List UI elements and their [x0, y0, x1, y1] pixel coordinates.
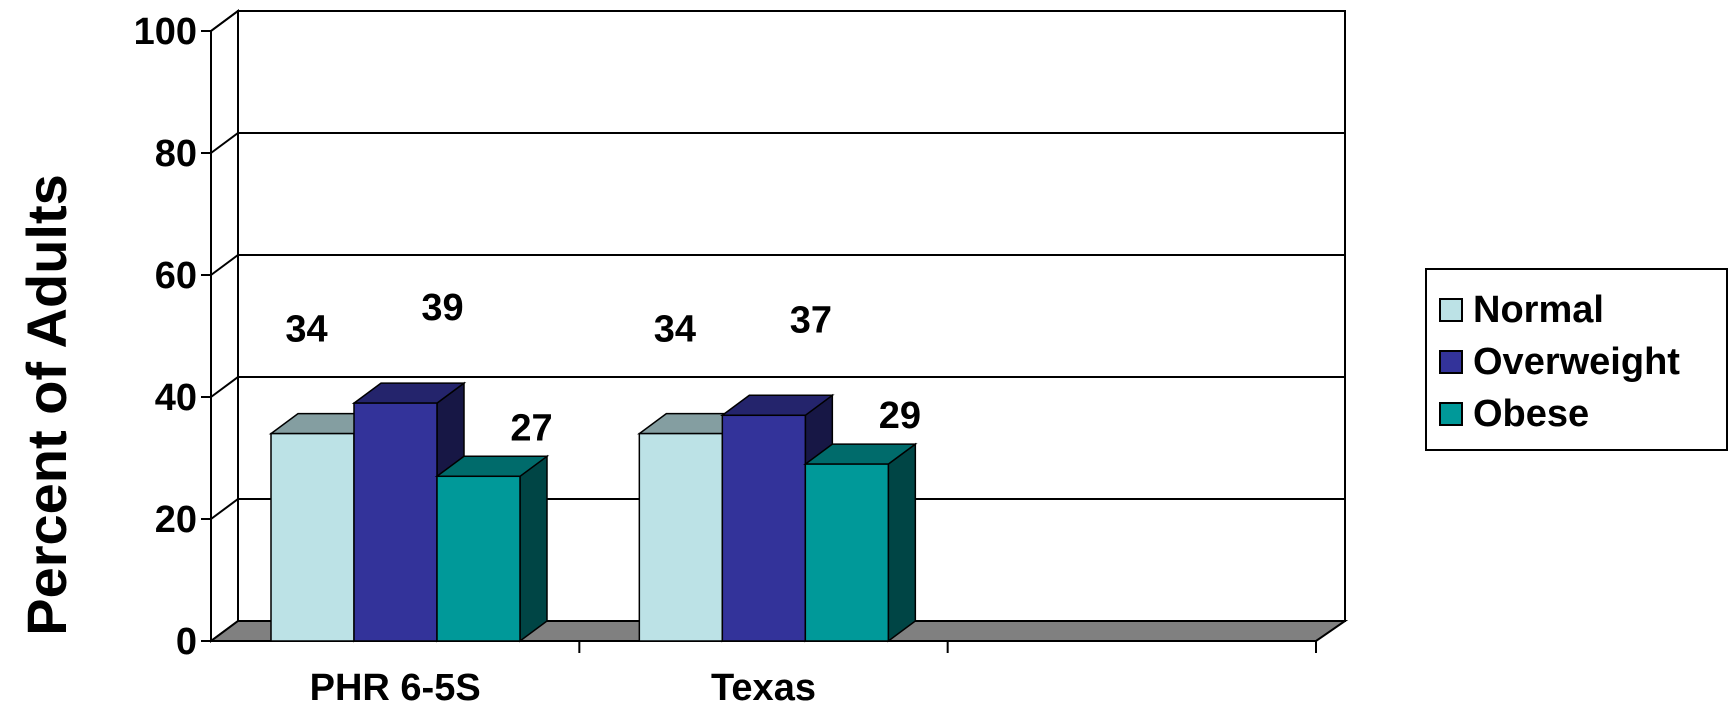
- legend-label-normal: Normal: [1473, 288, 1604, 331]
- data-label-normal-2: 34: [654, 309, 696, 351]
- y-tick-label: 80: [155, 133, 197, 175]
- data-label-obese-2: 29: [879, 395, 921, 437]
- gridline: [210, 498, 1345, 520]
- y-tick-label: 0: [176, 621, 197, 663]
- bar-side: [519, 454, 548, 643]
- y-tick-labels: 0 20 40 60 80 100: [134, 11, 211, 663]
- legend-swatch-normal: [1439, 298, 1463, 322]
- bar-front: [436, 475, 521, 642]
- y-tick-label: 60: [155, 255, 197, 297]
- data-label-normal-1: 34: [285, 309, 327, 351]
- data-label-overweight-1: 39: [421, 287, 463, 329]
- bar-front: [638, 432, 724, 642]
- legend-item-normal: Normal: [1439, 288, 1604, 332]
- data-labels: 34 39 27 34 37 29: [285, 287, 921, 449]
- gridlines: [210, 10, 1345, 520]
- legend-swatch-obese: [1439, 402, 1463, 426]
- legend: Normal Overweight Obese: [1425, 268, 1728, 451]
- legend-swatch-overweight: [1439, 350, 1463, 374]
- gridline: [210, 376, 1345, 398]
- bar-side: [887, 442, 917, 643]
- data-label-overweight-2: 37: [790, 299, 832, 341]
- bar-front: [804, 463, 890, 642]
- gridline: [210, 132, 1345, 154]
- side-wall: [210, 9, 239, 643]
- legend-item-overweight: Overweight: [1439, 340, 1680, 384]
- x-category-label: Texas: [711, 667, 816, 709]
- bar-front: [353, 402, 438, 642]
- y-tick-label: 40: [155, 377, 197, 419]
- bar-front: [270, 432, 355, 642]
- y-axis-title: Percent of Adults: [15, 174, 78, 636]
- legend-label-obese: Obese: [1473, 392, 1590, 435]
- data-label-obese-1: 27: [510, 407, 552, 449]
- gridline: [210, 10, 1345, 32]
- gridline: [210, 254, 1345, 276]
- bar-obese-2: [803, 442, 918, 643]
- x-category-label: PHR 6-5S: [310, 667, 481, 709]
- y-tick-label: 20: [155, 499, 197, 541]
- legend-label-overweight: Overweight: [1473, 340, 1680, 383]
- legend-item-obese: Obese: [1439, 392, 1589, 436]
- bars: [268, 381, 918, 643]
- bar-front: [721, 414, 807, 642]
- bar-obese-1: [434, 454, 550, 643]
- x-category-labels: PHR 6-5S Texas: [310, 641, 1317, 709]
- y-tick-label: 100: [134, 11, 197, 53]
